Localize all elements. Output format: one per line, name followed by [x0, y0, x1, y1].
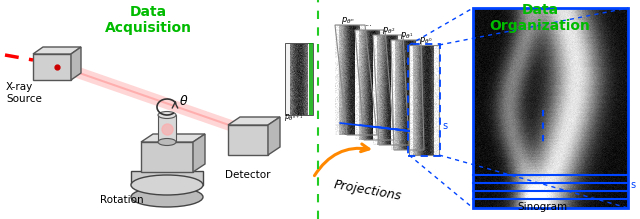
- Text: $p_{\theta^1}$: $p_{\theta^1}$: [400, 30, 414, 41]
- Text: $p_{\theta^2}$: $p_{\theta^2}$: [382, 25, 396, 36]
- Bar: [473, 8, 628, 208]
- Polygon shape: [33, 47, 81, 54]
- Text: Rotation: Rotation: [100, 195, 143, 205]
- Polygon shape: [141, 134, 205, 142]
- Ellipse shape: [131, 175, 203, 195]
- Text: Detector: Detector: [225, 170, 271, 180]
- Polygon shape: [228, 117, 280, 125]
- Polygon shape: [268, 117, 280, 155]
- Polygon shape: [141, 142, 193, 172]
- Text: s: s: [442, 121, 447, 131]
- Text: Projections: Projections: [333, 178, 403, 203]
- Text: $p_{\theta^0}$: $p_{\theta^0}$: [419, 35, 433, 46]
- Bar: [131, 171, 203, 185]
- Text: $p_{\theta^{n+1}}$: $p_{\theta^{n+1}}$: [284, 112, 303, 123]
- Text: s: s: [630, 180, 635, 190]
- Polygon shape: [228, 125, 268, 155]
- Text: $p_{\theta^n}$: $p_{\theta^n}$: [341, 15, 355, 26]
- Text: Data
Organization: Data Organization: [490, 3, 591, 33]
- Bar: [285, 43, 313, 115]
- Polygon shape: [33, 54, 71, 80]
- Bar: [158, 115, 176, 142]
- Polygon shape: [193, 134, 205, 172]
- Polygon shape: [62, 61, 252, 139]
- Ellipse shape: [131, 187, 203, 207]
- Text: $\theta$: $\theta$: [179, 94, 188, 108]
- Ellipse shape: [158, 138, 176, 145]
- Ellipse shape: [158, 111, 176, 118]
- Bar: [309, 43, 313, 115]
- Text: ...: ...: [364, 19, 372, 28]
- Bar: [408, 44, 440, 156]
- Text: X-ray
Source: X-ray Source: [6, 82, 42, 104]
- Polygon shape: [71, 47, 81, 80]
- Text: Data
Acquisition: Data Acquisition: [104, 5, 191, 35]
- Text: Sinogram: Sinogram: [518, 202, 568, 212]
